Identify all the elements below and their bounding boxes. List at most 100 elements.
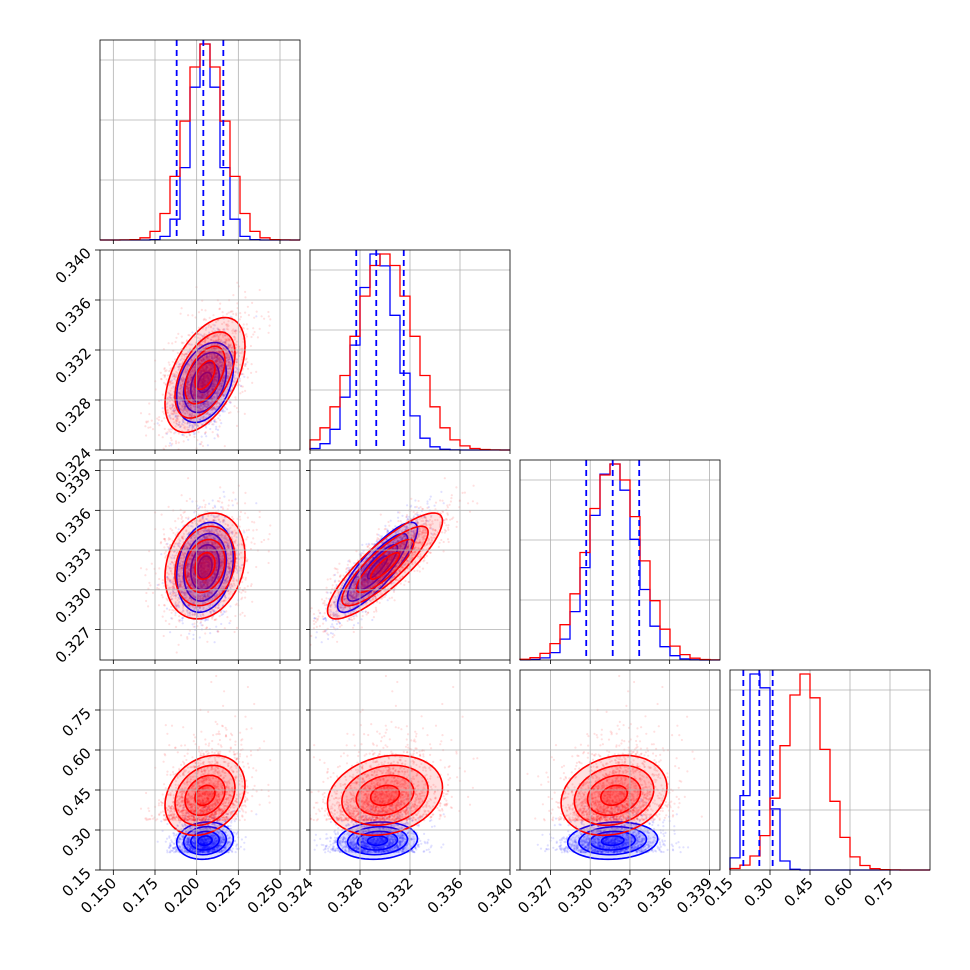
scatter-point: [226, 386, 229, 389]
scatter-point: [192, 400, 195, 403]
scatter-point: [144, 425, 147, 428]
scatter-point: [227, 364, 231, 367]
scatter-point: [201, 378, 204, 381]
scatter-point: [225, 356, 228, 359]
scatter-point: [206, 394, 209, 398]
scatter-point: [213, 353, 216, 356]
scatter-point: [203, 379, 206, 383]
scatter-point: [244, 311, 247, 314]
scatter-point: [169, 416, 172, 419]
scatter-point: [217, 362, 220, 365]
scatter-point: [206, 355, 209, 358]
scatter-point: [180, 307, 183, 310]
scatter-point: [196, 395, 199, 398]
scatter-point: [161, 436, 164, 439]
scatter-point: [205, 394, 208, 397]
scatter-point: [215, 380, 218, 383]
scatter-point: [212, 354, 215, 358]
scatter-point: [185, 383, 188, 386]
scatter-point: [238, 379, 242, 382]
scatter-point: [194, 364, 197, 367]
scatter-point: [196, 375, 199, 378]
scatter-point: [188, 380, 191, 383]
scatter-point: [219, 351, 222, 354]
scatter-point: [199, 384, 203, 388]
scatter-point: [215, 428, 218, 431]
scatter-point: [210, 371, 213, 374]
scatter-point: [168, 444, 171, 447]
scatter-point: [212, 385, 215, 388]
scatter-point: [168, 415, 171, 418]
scatter-point: [227, 361, 231, 364]
scatter-point: [187, 393, 190, 396]
scatter-point: [169, 396, 172, 399]
scatter-point: [203, 393, 207, 396]
scatter-point: [158, 416, 161, 419]
scatter-point: [263, 317, 266, 320]
scatter-point: [198, 395, 201, 398]
scatter-point: [222, 394, 226, 397]
scatter-point: [208, 389, 211, 392]
scatter-point: [200, 395, 203, 398]
scatter-point: [206, 394, 209, 397]
scatter-point: [223, 328, 226, 331]
scatter-point: [202, 382, 205, 386]
scatter-point: [176, 351, 179, 355]
scatter-point: [179, 312, 182, 315]
scatter-point: [215, 355, 219, 358]
scatter-point: [194, 365, 197, 368]
scatter-point: [196, 424, 199, 428]
scatter-point: [247, 314, 250, 317]
scatter-point: [202, 394, 205, 397]
scatter-point: [198, 392, 201, 395]
scatter-point: [208, 368, 212, 371]
scatter-point: [187, 386, 190, 389]
scatter-point: [187, 394, 190, 397]
scatter-point: [205, 435, 208, 438]
scatter-point: [168, 370, 171, 373]
scatter-point: [235, 312, 238, 315]
scatter-point: [267, 331, 270, 334]
scatter-point: [236, 367, 239, 370]
scatter-point: [210, 353, 214, 356]
scatter-point: [178, 392, 182, 396]
scatter-point: [214, 372, 218, 375]
scatter-point: [210, 367, 213, 370]
scatter-point: [222, 408, 225, 411]
scatter-point: [201, 395, 204, 398]
scatter-point: [177, 432, 180, 435]
scatter-point: [183, 434, 186, 437]
scatter-point: [197, 375, 200, 378]
scatter-point: [208, 331, 211, 334]
scatter-point: [220, 382, 224, 385]
scatter-point: [165, 369, 168, 372]
scatter-point: [251, 301, 254, 304]
scatter-point: [208, 377, 211, 380]
scatter-point: [188, 397, 191, 400]
scatter-point: [178, 363, 181, 366]
scatter-point: [206, 377, 209, 380]
scatter-point: [203, 383, 206, 387]
scatter-point: [192, 425, 195, 428]
scatter-point: [206, 376, 209, 379]
scatter-point: [212, 406, 215, 409]
scatter-point: [182, 403, 185, 406]
scatter-point: [228, 344, 231, 347]
scatter-point: [239, 315, 242, 318]
scatter-point: [220, 364, 223, 367]
scatter-point: [227, 360, 230, 363]
scatter-point: [193, 357, 196, 360]
scatter-point: [212, 366, 215, 369]
scatter-point: [193, 385, 196, 388]
scatter-point: [226, 374, 229, 377]
scatter-point: [187, 395, 190, 398]
scatter-point: [227, 376, 230, 379]
scatter-point: [198, 406, 201, 409]
scatter-point: [207, 376, 210, 379]
scatter-point: [189, 404, 192, 407]
scatter-point: [199, 371, 202, 374]
scatter-point: [182, 399, 185, 403]
scatter-point: [220, 384, 223, 387]
scatter-point: [216, 359, 219, 362]
scatter-point: [233, 405, 236, 408]
